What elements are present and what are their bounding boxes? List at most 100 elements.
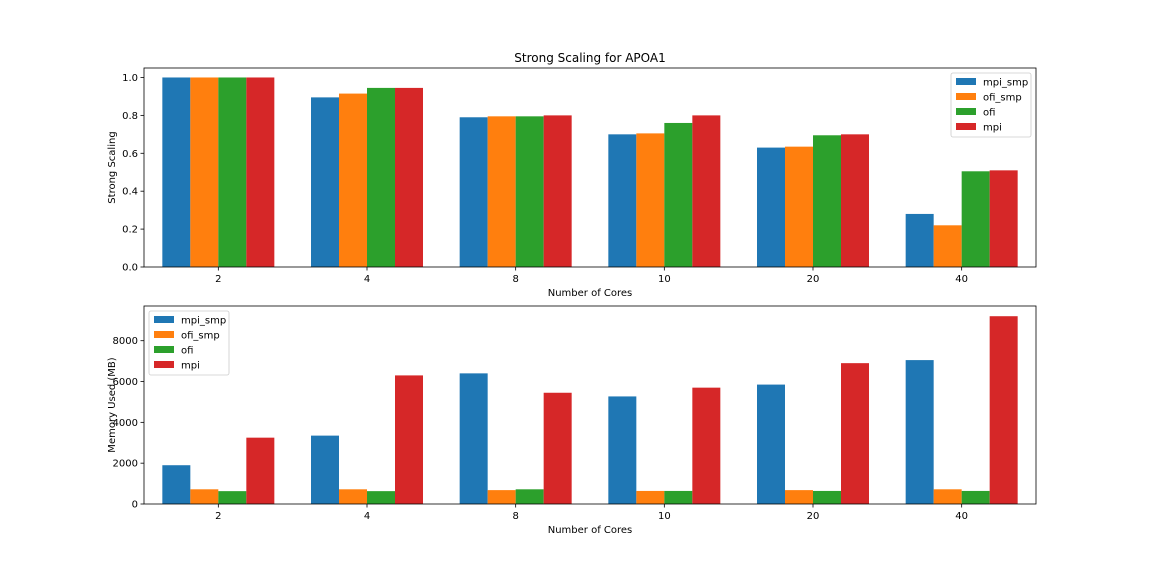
y-tick-label: 0.0 [122,263,138,274]
bar-ofi_smp-2 [190,489,219,504]
bar-ofi-40 [961,490,990,504]
bar-ofi-20 [813,135,841,267]
bar-mpi-2 [246,77,275,267]
y-tick-label: 4000 [113,418,138,429]
x-tick-label: 8 [512,274,518,285]
bar-mpi_smp-8 [459,117,488,268]
bar-ofi_smp-40 [933,225,962,267]
bar-ofi-4 [367,491,395,504]
x-tick-label: 20 [807,274,820,285]
y-axis-label: Memory Used (MB) [107,357,118,452]
x-tick-label: 10 [658,274,671,285]
x-tick-label: 10 [658,511,671,522]
bar-mpi_smp-10 [608,396,637,504]
bar-mpi_smp-10 [608,134,637,267]
bar-mpi-20 [841,134,869,267]
y-tick-label: 1.0 [122,73,138,84]
bar-ofi_smp-8 [487,490,516,504]
memory-used-panel: 2 4 8 10 20 40 0 2000 4000 6000 8000 Number of Core… [107,305,1037,536]
bar-ofi-2 [218,491,247,504]
strong-scaling-panel: 2 4 8 10 20 40 0.0 0.2 0.4 0.6 0.8 1.0 Number of Cor… [107,51,1037,299]
bar-ofi-2 [218,77,247,267]
bar-ofi_smp-2 [190,77,219,267]
bar-mpi_smp-2 [162,465,191,504]
y-tick-label: 6000 [113,377,138,388]
legend-swatch-ofi_smp [154,331,174,338]
bar-ofi-40 [961,171,990,267]
y-tick-label: 0.6 [122,149,138,160]
y-tick-label: 0.8 [122,111,138,122]
bar-ofi_smp-8 [487,116,516,267]
x-tick-label: 40 [955,274,968,285]
x-axis-label: Number of Cores [548,288,633,299]
legend-swatch-mpi_smp [154,316,174,323]
legend-label-mpi_smp: mpi_smp [181,316,226,327]
legend-label-ofi_smp: ofi_smp [983,93,1022,104]
bar-ofi_smp-40 [933,489,962,504]
legend-swatch-ofi [154,346,174,353]
x-tick-label: 2 [215,511,221,522]
bar-mpi_smp-20 [757,147,785,267]
bar-ofi-8 [515,116,544,267]
bar-mpi-4 [395,375,423,504]
legend-swatch-mpi_smp [956,78,976,85]
bar-ofi_smp-10 [636,133,665,267]
bar-mpi_smp-20 [757,384,785,504]
bar-mpi_smp-4 [311,97,339,267]
series-mpi_smp [162,77,934,268]
bar-ofi-10 [664,490,693,504]
legend-label-ofi_smp: ofi_smp [181,331,220,342]
x-tick-label: 8 [512,511,518,522]
y-tick-label: 2000 [113,459,138,470]
legend-label-mpi: mpi [983,123,1002,134]
bar-ofi_smp-20 [785,146,813,267]
x-tick-label: 4 [364,274,370,285]
bar-ofi_smp-4 [339,93,367,267]
bar-mpi-40 [989,170,1018,267]
legend-label-ofi: ofi [983,108,995,119]
x-tick-label: 2 [215,274,221,285]
bar-mpi-10 [692,115,721,267]
legend-swatch-mpi [154,361,174,368]
bar-mpi-4 [395,87,423,268]
chart-title: Strong Scaling for APOA1 [514,51,665,65]
bar-mpi-10 [692,387,721,504]
legend-frame [950,72,1032,138]
series-mpi [246,77,1018,268]
legend-frame [148,310,230,376]
bar-ofi-10 [664,122,693,267]
bar-mpi_smp-40 [905,360,934,504]
legend-swatch-ofi_smp [956,93,976,100]
legend-label-mpi_smp: mpi_smp [983,78,1028,89]
series-ofi [218,489,990,504]
y-tick-label: 0.2 [122,225,138,236]
series-mpi [246,316,1018,504]
y-tick-label: 8000 [113,336,138,347]
x-tick-label: 20 [807,511,820,522]
bar-mpi_smp-2 [162,77,191,267]
x-tick-label: 40 [955,511,968,522]
legend-label-ofi: ofi [181,346,193,357]
bar-mpi-8 [543,115,572,267]
series-ofi_smp [190,489,962,504]
bar-mpi_smp-8 [459,373,488,504]
bar-mpi-20 [841,363,869,504]
x-tick-label: 4 [364,511,370,522]
x-axis-label: Number of Cores [548,525,633,536]
bar-ofi_smp-4 [339,489,367,504]
legend-swatch-ofi [956,108,976,115]
bar-ofi-4 [367,87,395,268]
series-mpi_smp [162,360,934,504]
legend-label-mpi: mpi [181,361,200,372]
bar-ofi_smp-10 [636,490,665,504]
y-axis-label: Strong Scaling [107,131,118,203]
bar-mpi-40 [989,316,1018,504]
series-ofi [218,77,990,268]
bar-mpi-2 [246,437,275,504]
bar-ofi-20 [813,490,841,504]
axes-frame [143,305,1037,505]
y-tick-label: 0 [132,500,138,511]
